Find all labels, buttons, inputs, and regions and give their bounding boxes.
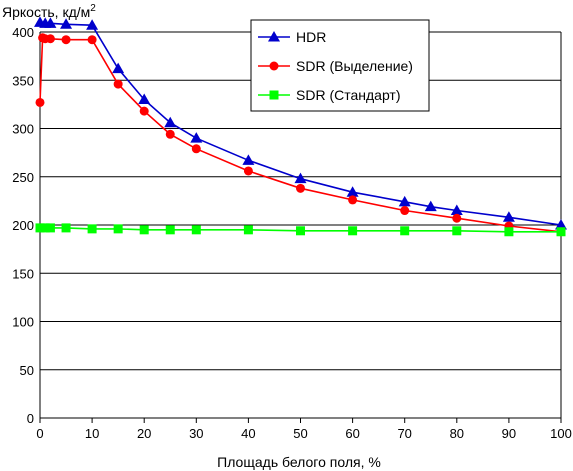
series-1	[34, 16, 567, 230]
data-point	[190, 132, 203, 143]
data-point	[504, 227, 514, 237]
data-point	[113, 79, 123, 89]
data-point	[61, 223, 71, 233]
x-tick-label: 40	[241, 426, 255, 441]
data-point	[400, 206, 410, 216]
legend-entry: SDR (Выделение)	[258, 58, 413, 74]
x-tick-label: 80	[450, 426, 464, 441]
legend: HDR SDR (Выделение) SDR (Стандарт)	[250, 19, 430, 112]
x-tick-label: 70	[397, 426, 411, 441]
legend-marker	[269, 90, 279, 100]
legend-label: HDR	[296, 29, 326, 45]
data-point	[138, 93, 151, 105]
data-point	[502, 211, 515, 222]
data-point	[556, 227, 566, 237]
y-tick-label: 150	[12, 266, 34, 281]
data-point	[165, 225, 175, 235]
data-point	[400, 226, 410, 236]
x-tick-label: 60	[345, 426, 359, 441]
series-3	[35, 223, 566, 237]
data-point	[452, 213, 462, 223]
data-point	[243, 166, 253, 176]
data-point	[398, 195, 411, 207]
data-point	[113, 224, 123, 234]
data-point	[348, 226, 358, 236]
x-tick-label: 90	[502, 426, 516, 441]
x-tick-label: 50	[293, 426, 307, 441]
data-point	[243, 225, 253, 235]
x-tick-label: 10	[85, 426, 99, 441]
data-point	[346, 186, 359, 197]
data-point	[164, 116, 177, 128]
y-tick-label: 100	[12, 315, 34, 330]
y-tick-label: 400	[12, 25, 34, 40]
data-point	[165, 129, 175, 139]
data-point	[452, 226, 462, 236]
data-point	[555, 219, 567, 230]
x-tick-label: 20	[137, 426, 151, 441]
y-tick-label: 300	[12, 122, 34, 137]
x-tick-label: 100	[550, 426, 572, 441]
data-point	[191, 225, 201, 235]
y-axis-title-superscript: 2	[90, 3, 96, 14]
data-point	[296, 226, 305, 236]
x-tick-label: 0	[36, 426, 43, 441]
data-point	[45, 223, 55, 233]
series-line	[40, 227, 561, 233]
data-point	[61, 35, 71, 45]
x-axis-title: Площадь белого поля, %	[217, 454, 381, 470]
data-point	[35, 223, 45, 233]
data-point	[348, 195, 358, 205]
y-tick-label: 200	[12, 218, 34, 233]
x-tick-label: 30	[189, 426, 203, 441]
legend-marker	[268, 31, 280, 42]
data-point	[139, 225, 149, 235]
legend-label: SDR (Стандарт)	[296, 87, 401, 103]
data-point	[35, 97, 45, 107]
series	[34, 16, 567, 237]
series-2	[35, 33, 566, 237]
data-point	[44, 17, 57, 28]
y-tick-label: 50	[20, 363, 34, 378]
data-point	[424, 200, 437, 212]
data-point	[87, 35, 97, 45]
data-point	[86, 19, 99, 30]
y-tick-label: 0	[27, 411, 34, 426]
tick-labels: 0 50 100 150 200 250 300 350 400 0 10 20 30 40 50 60 70 8…	[12, 25, 572, 441]
data-point	[450, 204, 463, 216]
data-point	[296, 183, 305, 193]
data-point	[40, 223, 50, 233]
data-point	[112, 62, 125, 74]
data-point	[60, 18, 73, 29]
data-point	[242, 154, 255, 165]
legend-entry: HDR	[258, 29, 326, 45]
legend-marker	[269, 61, 279, 71]
data-point	[191, 144, 201, 154]
legend-label: SDR (Выделение)	[296, 58, 413, 74]
data-point	[45, 34, 55, 44]
y-axis-title: Яркость, кд/м2	[2, 3, 96, 20]
y-tick-label: 250	[12, 170, 34, 185]
data-point	[87, 224, 97, 234]
legend-entry: SDR (Стандарт)	[258, 87, 401, 103]
data-point	[294, 172, 307, 184]
y-tick-label: 350	[12, 73, 34, 88]
data-point	[139, 106, 149, 116]
